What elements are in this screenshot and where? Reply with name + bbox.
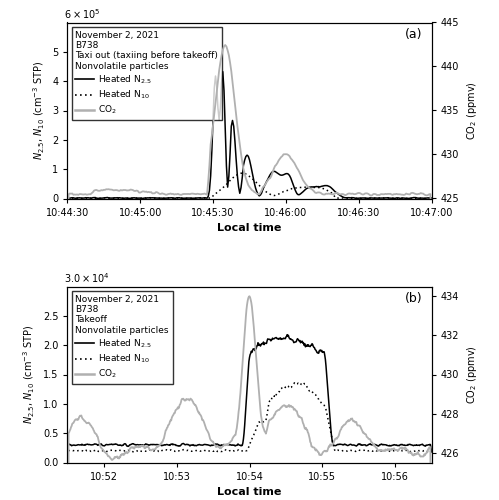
- Y-axis label: CO$_2$ (ppmv): CO$_2$ (ppmv): [465, 345, 479, 404]
- Y-axis label: CO$_2$ (ppmv): CO$_2$ (ppmv): [465, 81, 479, 140]
- Text: $6\times10^5$: $6\times10^5$: [64, 7, 100, 20]
- X-axis label: Local time: Local time: [217, 223, 282, 233]
- Text: $3.0\times10^4$: $3.0\times10^4$: [64, 271, 110, 284]
- Legend: Heated N$_{2.5}$, Heated N$_{10}$, CO$_2$: Heated N$_{2.5}$, Heated N$_{10}$, CO$_2…: [72, 291, 173, 384]
- Y-axis label: $N_{2.5}$, $N_{10}$ (cm$^{-3}$ STP): $N_{2.5}$, $N_{10}$ (cm$^{-3}$ STP): [22, 325, 37, 424]
- Legend: Heated N$_{2.5}$, Heated N$_{10}$, CO$_2$: Heated N$_{2.5}$, Heated N$_{10}$, CO$_2…: [72, 27, 222, 120]
- X-axis label: Local time: Local time: [217, 487, 282, 497]
- Text: (b): (b): [405, 292, 423, 305]
- Text: (a): (a): [405, 28, 423, 41]
- Y-axis label: $N_{2.5}$, $N_{10}$ (cm$^{-3}$ STP): $N_{2.5}$, $N_{10}$ (cm$^{-3}$ STP): [31, 61, 46, 160]
